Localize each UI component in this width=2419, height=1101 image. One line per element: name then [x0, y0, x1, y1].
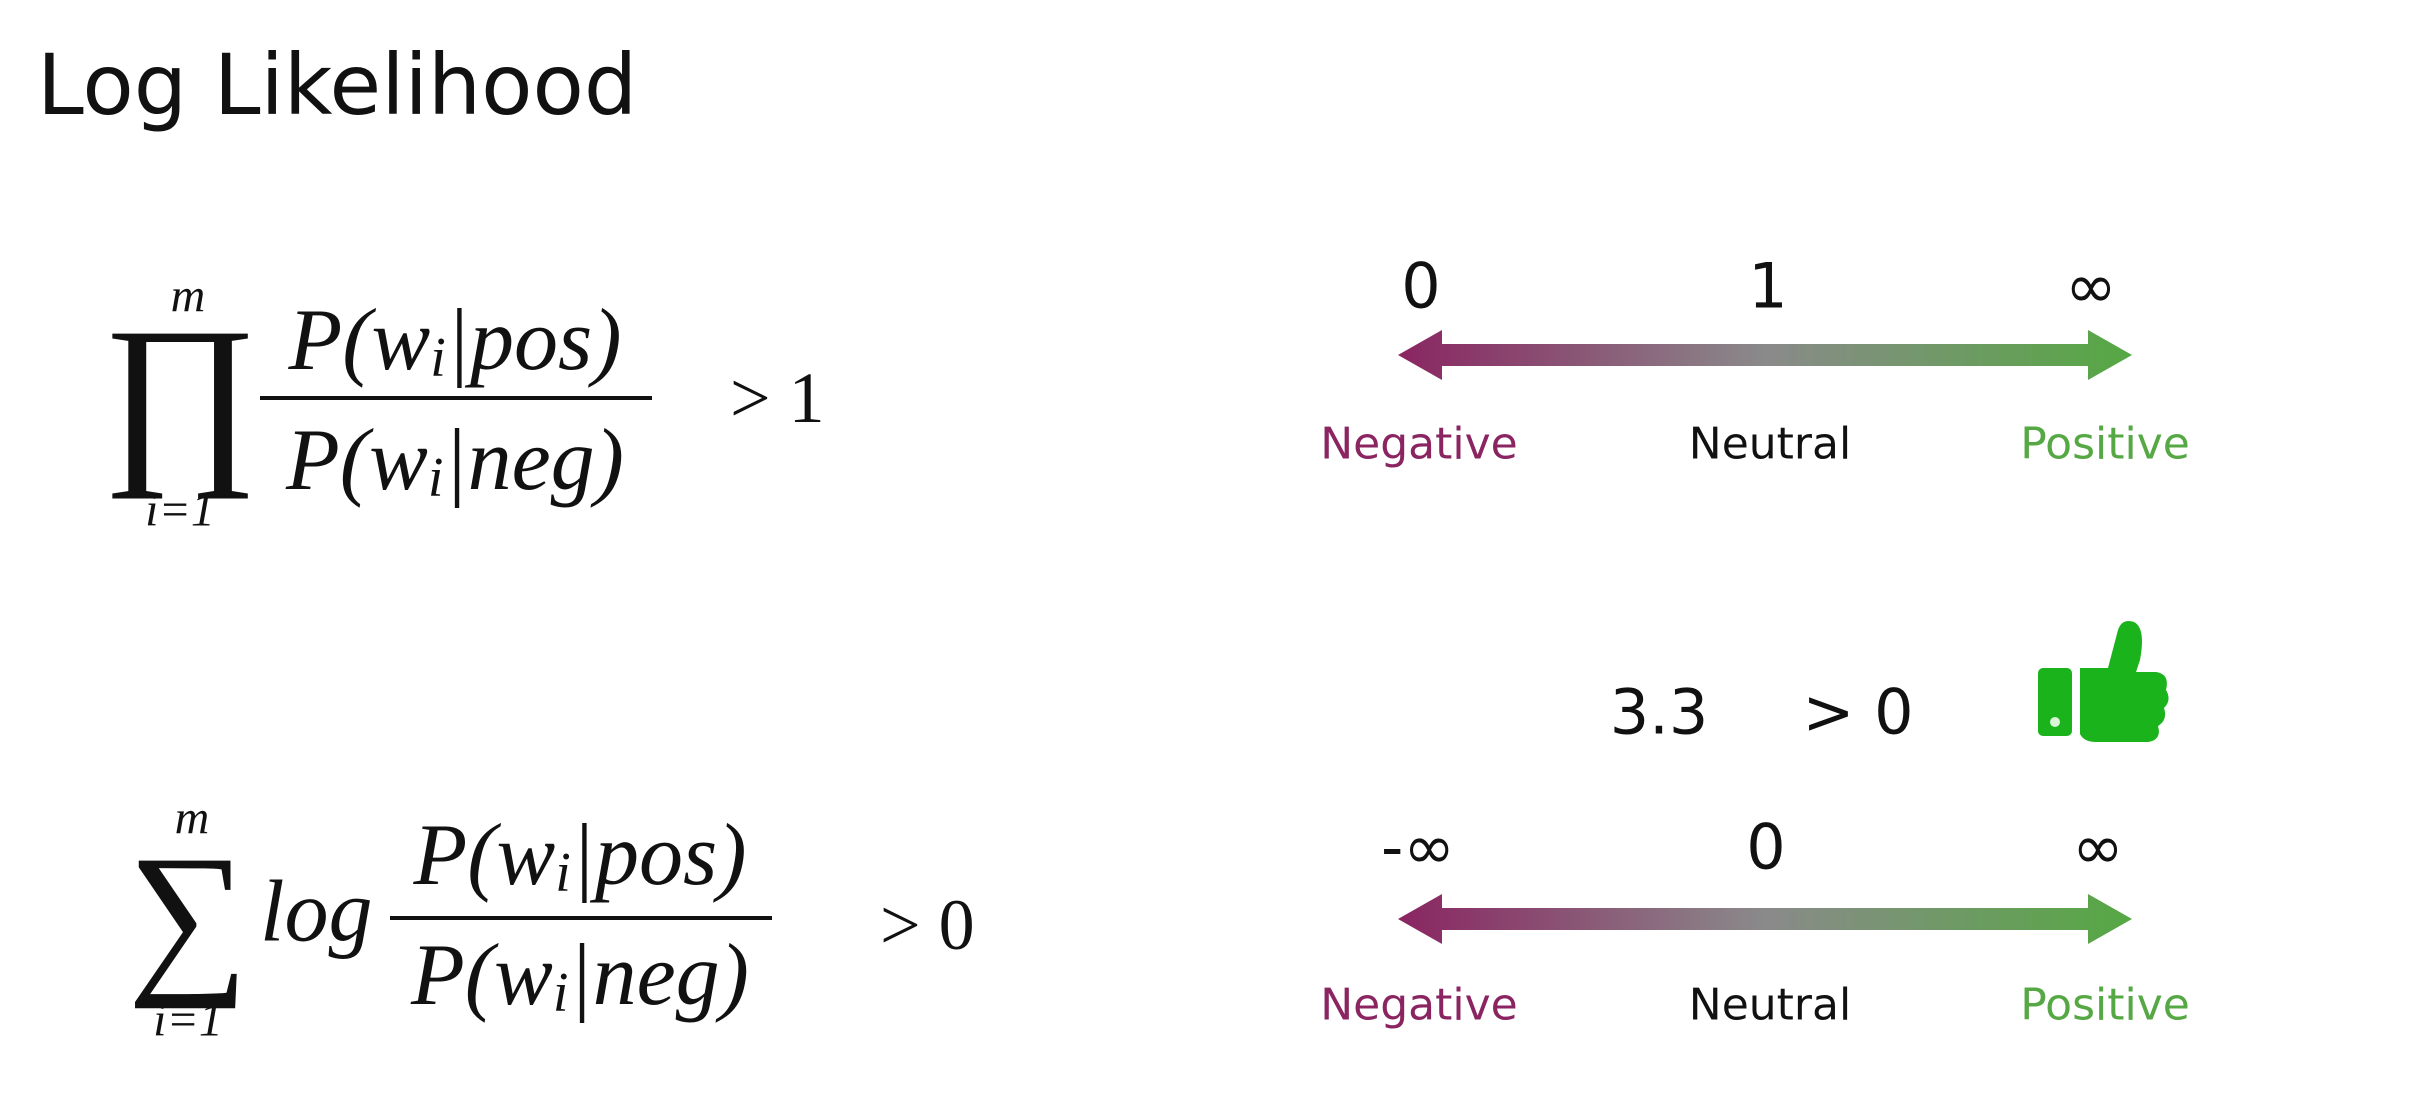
scale-label: Positive	[2020, 980, 2190, 1031]
scale-tick: -∞	[1381, 811, 1455, 884]
formula: ∑ m i=1 log P(wi|pos) P(wi|neg) > 0	[127, 792, 974, 1047]
upper-limit: m	[171, 270, 206, 323]
scale-label: Negative	[1320, 980, 1517, 1031]
scale-label: Negative	[1320, 419, 1517, 470]
denominator: P(wi|neg)	[285, 412, 624, 510]
operator: ∏	[102, 290, 258, 500]
numerator: P(wi|pos)	[412, 807, 746, 905]
scale-label: Neutral	[1689, 419, 1851, 470]
scale-tick: 1	[1748, 250, 1787, 323]
scale-arrow	[1398, 894, 2132, 944]
score: 3.3	[1610, 676, 1709, 749]
scale-tick: ∞	[2072, 811, 2124, 884]
lower-limit: i=1	[145, 484, 215, 537]
numerator: P(wi|pos)	[287, 292, 621, 390]
scale-arrow	[1398, 330, 2132, 380]
scale-tick: 0	[1746, 811, 1785, 884]
score-comparison: > 0	[1802, 676, 1913, 749]
denominator: P(wi|neg)	[410, 927, 749, 1025]
comparison: > 0	[880, 885, 975, 965]
scale-label: Positive	[2020, 419, 2190, 470]
thumbs-up-icon	[2038, 621, 2169, 742]
prefix: log	[260, 864, 372, 961]
upper-limit: m	[175, 792, 210, 845]
lower-limit: i=1	[153, 994, 223, 1047]
comparison: > 1	[730, 358, 825, 438]
scale: 0 1 ∞ Negative Neutral Positive	[1320, 250, 2190, 470]
scale: -∞ 0 ∞ Negative Neutral Positive	[1320, 811, 2190, 1031]
title: Log Likelihood	[37, 36, 637, 134]
scale-label: Neutral	[1689, 980, 1851, 1031]
operator: ∑	[127, 821, 248, 1009]
scale-tick: ∞	[2065, 250, 2117, 323]
scale-tick: 0	[1401, 250, 1440, 323]
formula: ∏ m i=1 P(wi|pos) P(wi|neg) > 1	[102, 270, 825, 537]
